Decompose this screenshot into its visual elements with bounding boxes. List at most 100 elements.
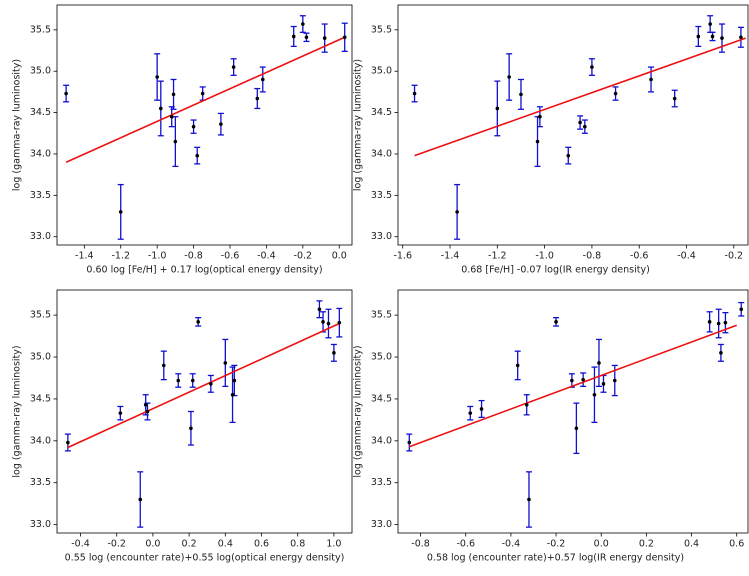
data-point bbox=[304, 35, 309, 40]
x-tick-label: 0.0 bbox=[594, 539, 609, 550]
x-tick-label: -0.2 bbox=[107, 539, 126, 550]
data-point bbox=[612, 378, 617, 383]
y-tick-label: 35.5 bbox=[371, 24, 392, 35]
data-point bbox=[597, 361, 601, 365]
data-point bbox=[601, 382, 606, 386]
y-tick-label: 33.0 bbox=[371, 231, 392, 242]
data-point bbox=[613, 91, 618, 96]
data-point bbox=[538, 114, 542, 119]
data-point bbox=[145, 409, 150, 414]
x-tick-label: -0.2 bbox=[547, 539, 566, 550]
data-point bbox=[524, 402, 529, 407]
data-point bbox=[196, 320, 200, 324]
data-point bbox=[574, 426, 579, 431]
fit-line bbox=[67, 322, 340, 449]
y-tick-label: 33.0 bbox=[371, 519, 392, 530]
data-point bbox=[337, 320, 342, 325]
x-tick-label: 0.4 bbox=[218, 539, 233, 550]
plot-frame bbox=[397, 289, 749, 534]
data-point bbox=[468, 411, 473, 415]
data-point bbox=[578, 120, 582, 125]
data-point bbox=[232, 378, 237, 383]
data-point bbox=[191, 124, 196, 129]
x-tick-label: -0.6 bbox=[456, 539, 475, 550]
x-tick-label: -0.6 bbox=[630, 251, 649, 262]
data-point bbox=[672, 96, 677, 101]
x-tick-label: -1.6 bbox=[393, 251, 412, 262]
y-tick-label: 35.0 bbox=[30, 352, 51, 363]
data-point bbox=[342, 35, 347, 40]
y-tick-label: 33.5 bbox=[371, 190, 392, 201]
data-point bbox=[592, 392, 597, 397]
data-point bbox=[479, 407, 484, 411]
data-point bbox=[118, 411, 123, 415]
data-point bbox=[171, 92, 176, 97]
data-point bbox=[260, 77, 265, 82]
x-axis-label: 0.68 [Fe/H] -0.07 log(IR energy density) bbox=[461, 265, 650, 276]
data-point bbox=[495, 106, 500, 111]
y-tick-label: 33.5 bbox=[30, 190, 51, 201]
data-point bbox=[707, 320, 712, 324]
plot-frame bbox=[56, 4, 353, 246]
x-tick-label: -0.4 bbox=[257, 251, 276, 262]
fit-line bbox=[409, 324, 737, 448]
x-tick-label: 0.6 bbox=[729, 539, 744, 550]
y-tick-label: 35.0 bbox=[30, 66, 51, 77]
y-tick-label: 33.0 bbox=[30, 519, 51, 530]
x-tick-label: 0.2 bbox=[639, 539, 654, 550]
y-tick-label: 35.5 bbox=[371, 310, 392, 321]
data-point bbox=[301, 22, 305, 26]
x-tick-label: -1.2 bbox=[111, 251, 130, 262]
x-tick-label: -0.4 bbox=[677, 251, 696, 262]
data-point bbox=[723, 320, 728, 325]
x-tick-label: -1.4 bbox=[75, 251, 94, 262]
x-tick-label: -0.2 bbox=[294, 251, 313, 262]
x-tick-label: -1.4 bbox=[441, 251, 460, 262]
data-point bbox=[696, 34, 701, 39]
y-tick-label: 35.5 bbox=[30, 24, 51, 35]
y-axis-label: log (gamma-ray luminosity) bbox=[12, 345, 23, 477]
data-point bbox=[455, 210, 459, 214]
plot-frame bbox=[56, 289, 353, 534]
data-point bbox=[195, 153, 200, 158]
data-point bbox=[291, 34, 296, 39]
y-tick-label: 34.0 bbox=[371, 435, 392, 446]
x-tick-label: 1.0 bbox=[326, 539, 341, 550]
data-point bbox=[535, 139, 540, 144]
y-tick-label: 33.5 bbox=[371, 477, 392, 488]
data-point bbox=[176, 378, 181, 383]
x-tick-label: -0.8 bbox=[184, 251, 203, 262]
data-point bbox=[161, 363, 166, 368]
y-tick-label: 34.0 bbox=[30, 435, 51, 446]
x-tick-label: -0.2 bbox=[725, 251, 744, 262]
data-point bbox=[143, 402, 148, 407]
y-axis-label: log (gamma-ray luminosity) bbox=[353, 345, 364, 477]
x-tick-label: 0.2 bbox=[182, 539, 197, 550]
y-axis-label: log (gamma-ray luminosity) bbox=[353, 59, 364, 191]
data-point bbox=[407, 440, 412, 445]
data-point bbox=[231, 65, 236, 69]
data-point bbox=[716, 321, 721, 326]
data-point bbox=[527, 497, 531, 502]
data-point bbox=[200, 91, 205, 96]
data-point bbox=[519, 92, 523, 97]
x-tick-label: -0.4 bbox=[71, 539, 90, 550]
data-point bbox=[173, 139, 178, 144]
data-point bbox=[739, 35, 743, 40]
y-tick-label: 34.5 bbox=[371, 107, 392, 118]
x-tick-label: 0.8 bbox=[290, 539, 305, 550]
data-point bbox=[708, 22, 712, 26]
y-tick-label: 34.5 bbox=[30, 107, 51, 118]
y-tick-label: 34.0 bbox=[30, 148, 51, 159]
data-point bbox=[515, 363, 520, 368]
y-tick-label: 35.5 bbox=[30, 310, 51, 321]
data-point bbox=[255, 96, 260, 101]
x-tick-label: 0.4 bbox=[684, 539, 699, 550]
data-point bbox=[190, 378, 195, 383]
x-tick-label: 0.6 bbox=[254, 539, 269, 550]
data-point bbox=[412, 91, 417, 96]
data-point bbox=[332, 351, 336, 355]
data-point bbox=[230, 392, 235, 397]
data-point bbox=[209, 382, 213, 386]
